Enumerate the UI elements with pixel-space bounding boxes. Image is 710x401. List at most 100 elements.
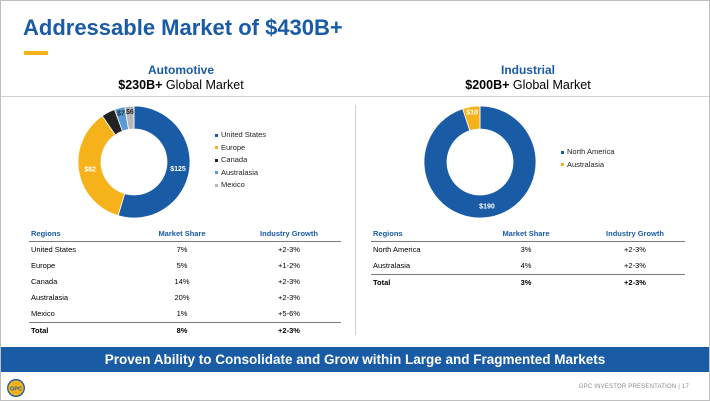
legend-swatch	[561, 150, 564, 154]
header-divider	[1, 96, 709, 97]
automotive-table-row: United States 7% +2-3%	[29, 242, 341, 258]
automotive-table-cell: Mexico	[31, 309, 55, 318]
automotive-table-cell: Canada	[31, 277, 58, 286]
column-divider	[355, 105, 356, 335]
industrial-slice-australasia	[462, 105, 481, 132]
automotive-table: Regions Market Share Industry Growth United…	[29, 227, 341, 339]
page-title: Addressable Market of $430B+	[23, 15, 343, 40]
automotive-market-value: $230B+	[118, 78, 163, 92]
legend-swatch	[215, 133, 218, 137]
industrial-table-cell: Total	[373, 278, 391, 287]
industrial-table-row: North America 3% +2-3%	[371, 242, 685, 258]
industrial-table-cell: Market Share	[502, 229, 550, 238]
industrial-table-row: Australasia 4% +2-3%	[371, 258, 685, 274]
legend-label: Canada	[221, 155, 248, 164]
automotive-legend-item-mexico: Mexico	[215, 179, 266, 192]
automotive-table-cell: +1-2%	[278, 261, 300, 270]
automotive-legend-item-europe: Europe	[215, 142, 266, 155]
automotive-table-row: Canada 14% +2-3%	[29, 274, 341, 290]
legend-swatch	[215, 171, 218, 175]
industrial-table-cell: Regions	[373, 229, 403, 238]
industrial-table-cell: 3%	[520, 245, 532, 254]
automotive-legend-item-australasia: Australasia	[215, 167, 266, 180]
automotive-table-cell: +2-3%	[278, 245, 300, 254]
automotive-table-total-row: Total 8% +2-3%	[29, 322, 341, 339]
automotive-table-cell: 1%	[176, 309, 188, 318]
industrial-legend: North America Australasia	[561, 146, 615, 171]
automotive-label-united-states: $125	[170, 166, 186, 173]
automotive-label-canada: $9	[107, 115, 115, 122]
automotive-table-cell: +2-3%	[278, 326, 300, 335]
automotive-table-row: Mexico 1% +5-6%	[29, 306, 341, 322]
automotive-table-cell: United States	[31, 245, 77, 254]
automotive-table-cell: 14%	[174, 277, 190, 286]
automotive-legend-item-canada: Canada	[215, 154, 266, 167]
industrial-table-cell: 3%	[520, 278, 532, 287]
automotive-table-row: Australasia 20% +2-3%	[29, 290, 341, 306]
automotive-table-header-row: Regions Market Share Industry Growth	[29, 227, 341, 242]
automotive-table-cell: +5-6%	[278, 309, 300, 318]
automotive-label-australasia: $7	[117, 111, 125, 118]
automotive-table-cell: Total	[31, 326, 49, 335]
automotive-table-cell: +2-3%	[278, 293, 300, 302]
industrial-table-cell: +2-3%	[624, 245, 646, 254]
automotive-market-size: $230B+ Global Market	[91, 78, 271, 92]
automotive-table-cell: 7%	[176, 245, 188, 254]
automotive-table-row: Europe 5% +1-2%	[29, 258, 341, 274]
automotive-header: Automotive $230B+ Global Market	[91, 63, 271, 92]
legend-label: Australasia	[221, 167, 259, 177]
automotive-table-cell: +2-3%	[278, 277, 300, 286]
legend-swatch	[215, 183, 218, 187]
legend-label: Europe	[221, 142, 246, 152]
automotive-label-mexico: $6	[126, 109, 134, 116]
industrial-table-cell: 4%	[520, 261, 532, 270]
automotive-legend-item-united-states: United States	[215, 129, 266, 142]
automotive-table-cell: Industry Growth	[260, 229, 318, 238]
automotive-slice-united-states	[117, 105, 191, 219]
legend-swatch	[215, 146, 218, 150]
legend-label: Australasia	[567, 159, 605, 169]
automotive-table-cell: 5%	[176, 261, 188, 270]
legend-label: North America	[567, 147, 615, 156]
industrial-header: Industrial $200B+ Global Market	[438, 63, 618, 92]
automotive-title: Automotive	[148, 63, 214, 77]
industrial-table-cell: Australasia	[373, 261, 411, 270]
legend-swatch	[561, 163, 564, 167]
automotive-table-cell: 20%	[174, 293, 190, 302]
legend-label: United States	[221, 130, 267, 139]
industrial-label-north-america: $190	[479, 203, 495, 210]
industrial-market-value: $200B+	[465, 78, 510, 92]
industrial-table-total-row: Total 3% +2-3%	[371, 274, 685, 291]
legend-label: Mexico	[221, 180, 245, 189]
title-accent-bar	[24, 51, 48, 55]
industrial-table-cell: North America	[373, 245, 421, 254]
automotive-slice-europe	[77, 115, 126, 217]
automotive-table-cell: Regions	[31, 229, 61, 238]
industrial-table-cell: +2-3%	[624, 261, 646, 270]
industrial-table-header-row: Regions Market Share Industry Growth	[371, 227, 685, 242]
automotive-slice-mexico	[124, 105, 135, 130]
automotive-donut-chart: $125 $82 $9$7 $6	[77, 105, 191, 219]
automotive-table-cell: Australasia	[31, 293, 69, 302]
legend-swatch	[215, 158, 218, 162]
industrial-market-label: Global Market	[509, 78, 591, 92]
automotive-market-label: Global Market	[162, 78, 244, 92]
industrial-slice-north-america	[423, 105, 537, 219]
gpc-logo: GPC	[7, 379, 25, 397]
industrial-label-australasia: $10	[466, 110, 478, 117]
automotive-table-cell: Market Share	[158, 229, 206, 238]
automotive-table-cell: Europe	[31, 261, 56, 270]
tagline-banner: Proven Ability to Consolidate and Grow w…	[1, 347, 709, 372]
logo-text: GPC	[10, 386, 22, 392]
automotive-label-europe: $82	[84, 166, 96, 173]
industrial-donut-chart: $190 $10	[423, 105, 537, 219]
industrial-legend-item-australasia: Australasia	[561, 159, 615, 172]
industrial-market-size: $200B+ Global Market	[438, 78, 618, 92]
industrial-table: Regions Market Share Industry Growth North …	[371, 227, 685, 291]
industrial-table-cell: Industry Growth	[606, 229, 664, 238]
industrial-title: Industrial	[500, 63, 555, 77]
footer-text: GPC INVESTOR PRESENTATION | 17	[578, 384, 689, 390]
automotive-legend: United States Europe Canada Australasia Mexi…	[215, 129, 266, 192]
industrial-legend-item-north-america: North America	[561, 146, 615, 159]
